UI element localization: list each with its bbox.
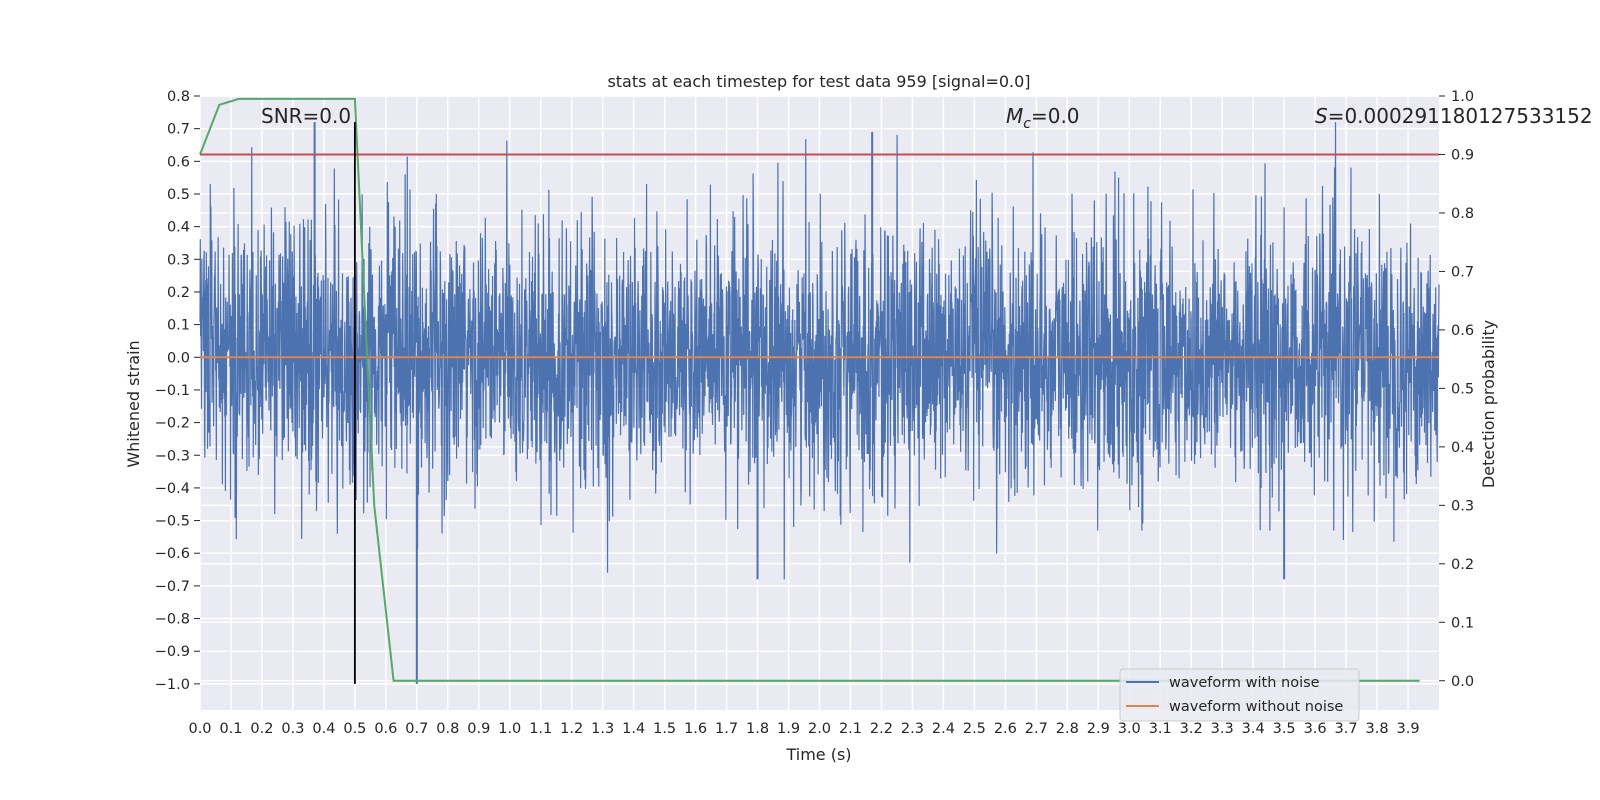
x-tick-label: 0.6	[374, 721, 397, 737]
mc-subscript: c	[1023, 116, 1031, 132]
y-tick-label: −0.2	[155, 416, 190, 432]
x-tick-label: 3.8	[1366, 721, 1389, 737]
s-symbol: S	[1315, 104, 1328, 128]
x-tick-label: 1.0	[498, 721, 521, 737]
x-tick-label: 0.1	[219, 721, 242, 737]
legend-box	[1119, 668, 1360, 722]
x-tick-label: 1.2	[560, 721, 583, 737]
x-tick-label: 3.9	[1396, 721, 1419, 737]
x-tick-label: 3.4	[1242, 721, 1265, 737]
y-tick-label: −0.8	[155, 612, 190, 628]
x-tick-label: 3.7	[1335, 721, 1358, 737]
x-tick-label: 2.0	[808, 721, 831, 737]
y-right-tick-label: 0.5	[1451, 381, 1474, 397]
y-tick-label: 0.8	[167, 89, 190, 105]
y-right-tick-label: 0.7	[1451, 264, 1474, 280]
y-right-tick-label: 1.0	[1451, 89, 1474, 105]
snr-annotation: SNR=0.0	[261, 104, 351, 128]
x-tick-label: 2.3	[901, 721, 924, 737]
x-tick-label: 0.5	[343, 721, 366, 737]
x-tick-label: 2.8	[1056, 721, 1079, 737]
y-tick-label: 0.5	[167, 187, 190, 203]
y-tick-label: −0.9	[155, 644, 190, 660]
y-tick-label: −1.0	[155, 677, 190, 693]
mc-symbol: M	[1006, 104, 1023, 128]
y-axis-label: Whitened strain	[124, 340, 143, 467]
y-tick-labels: 0.8 0.7 0.6 0.5 0.4 0.3 0.2 0.1 0.0 −0.1 −0.2 −0.3 −…	[155, 89, 200, 693]
y-tick-label: 0.6	[167, 154, 190, 170]
legend-label-without-noise: waveform without noise	[1169, 699, 1343, 715]
y-right-tick-label: 0.2	[1451, 557, 1474, 573]
x-tick-label: 1.4	[622, 721, 645, 737]
x-tick-label: 0.4	[312, 721, 335, 737]
x-tick-label: 0.3	[281, 721, 304, 737]
y-right-tick-label: 0.3	[1451, 498, 1474, 514]
y-tick-label: 0.4	[167, 220, 190, 236]
x-tick-labels: 0.0 0.1 0.2 0.3 0.4 0.5 0.6 0.7 0.8 0.9 1.0 1.1 1.2 1…	[188, 721, 1419, 737]
mc-annotation: Mc=0.0	[1006, 104, 1080, 132]
x-tick-label: 2.1	[839, 721, 862, 737]
legend-label-with-noise: waveform with noise	[1169, 675, 1320, 691]
series-detection-probability	[199, 97, 1420, 682]
x-tick-label: 2.5	[963, 721, 986, 737]
x-tick-label: 3.5	[1273, 721, 1296, 737]
x-tick-label: 1.6	[684, 721, 707, 737]
x-tick-label: 3.1	[1149, 721, 1172, 737]
y-axis-right-label: Detection probability	[1479, 320, 1498, 488]
series-waveform-with-noise	[199, 122, 1440, 684]
y-right-tick-label: 0.1	[1451, 615, 1474, 631]
x-tick-label: 1.5	[653, 721, 676, 737]
s-value: =0.000291180127533152	[1328, 104, 1593, 128]
x-tick-label: 3.6	[1304, 721, 1327, 737]
x-tick-label: 1.1	[529, 721, 552, 737]
x-tick-label: 0.0	[188, 721, 211, 737]
noise-trace	[199, 122, 1440, 580]
y-right-tick-label: 0.4	[1451, 440, 1474, 456]
x-tick-label: 0.7	[405, 721, 428, 737]
x-tick-label: 1.8	[746, 721, 769, 737]
x-tick-label: 2.6	[994, 721, 1017, 737]
x-tick-label: 3.3	[1211, 721, 1234, 737]
y-right-tick-label: 0.9	[1451, 147, 1474, 163]
y-tick-label: 0.1	[167, 318, 190, 334]
x-tick-label: 2.2	[870, 721, 893, 737]
y-tick-label: 0.3	[167, 252, 190, 268]
y-right-tick-label: 0.8	[1451, 206, 1474, 222]
y-right-tick-label: 0.0	[1451, 674, 1474, 690]
y-tick-label: −0.5	[155, 514, 190, 530]
x-tick-label: 2.4	[932, 721, 955, 737]
y-tick-label: −0.3	[155, 448, 190, 464]
x-tick-label: 0.8	[436, 721, 459, 737]
series-lines	[199, 97, 1439, 684]
mc-value: =0.0	[1031, 104, 1080, 128]
x-axis-label: Time (s)	[785, 745, 851, 764]
y-tick-label: −0.6	[155, 546, 190, 562]
x-tick-label: 1.9	[777, 721, 800, 737]
x-tick-label: 3.0	[1118, 721, 1141, 737]
x-tick-label: 3.2	[1180, 721, 1203, 737]
x-tick-label: 1.7	[715, 721, 738, 737]
x-tick-label: 0.9	[467, 721, 490, 737]
y-tick-label: −0.1	[155, 383, 190, 399]
legend: waveform with noise waveform without noi…	[1119, 668, 1360, 722]
y-tick-label: −0.7	[155, 579, 190, 595]
y-tick-label: 0.7	[167, 122, 190, 138]
x-tick-label: 2.9	[1087, 721, 1110, 737]
s-annotation: S=0.000291180127533152	[1315, 104, 1593, 128]
x-tick-label: 0.2	[250, 721, 273, 737]
x-tick-label: 1.3	[591, 721, 614, 737]
y-right-tick-labels: 1.0 0.9 0.8 0.7 0.6 0.5 0.4 0.3 0.2 0.1 0.0	[1439, 89, 1474, 690]
y-right-tick-label: 0.6	[1451, 323, 1474, 339]
x-tick-label: 2.7	[1025, 721, 1048, 737]
chart-title: stats at each timestep for test data 959…	[607, 72, 1030, 91]
y-tick-label: 0.0	[167, 350, 190, 366]
y-tick-label: −0.4	[155, 481, 190, 497]
y-tick-label: 0.2	[167, 285, 190, 301]
